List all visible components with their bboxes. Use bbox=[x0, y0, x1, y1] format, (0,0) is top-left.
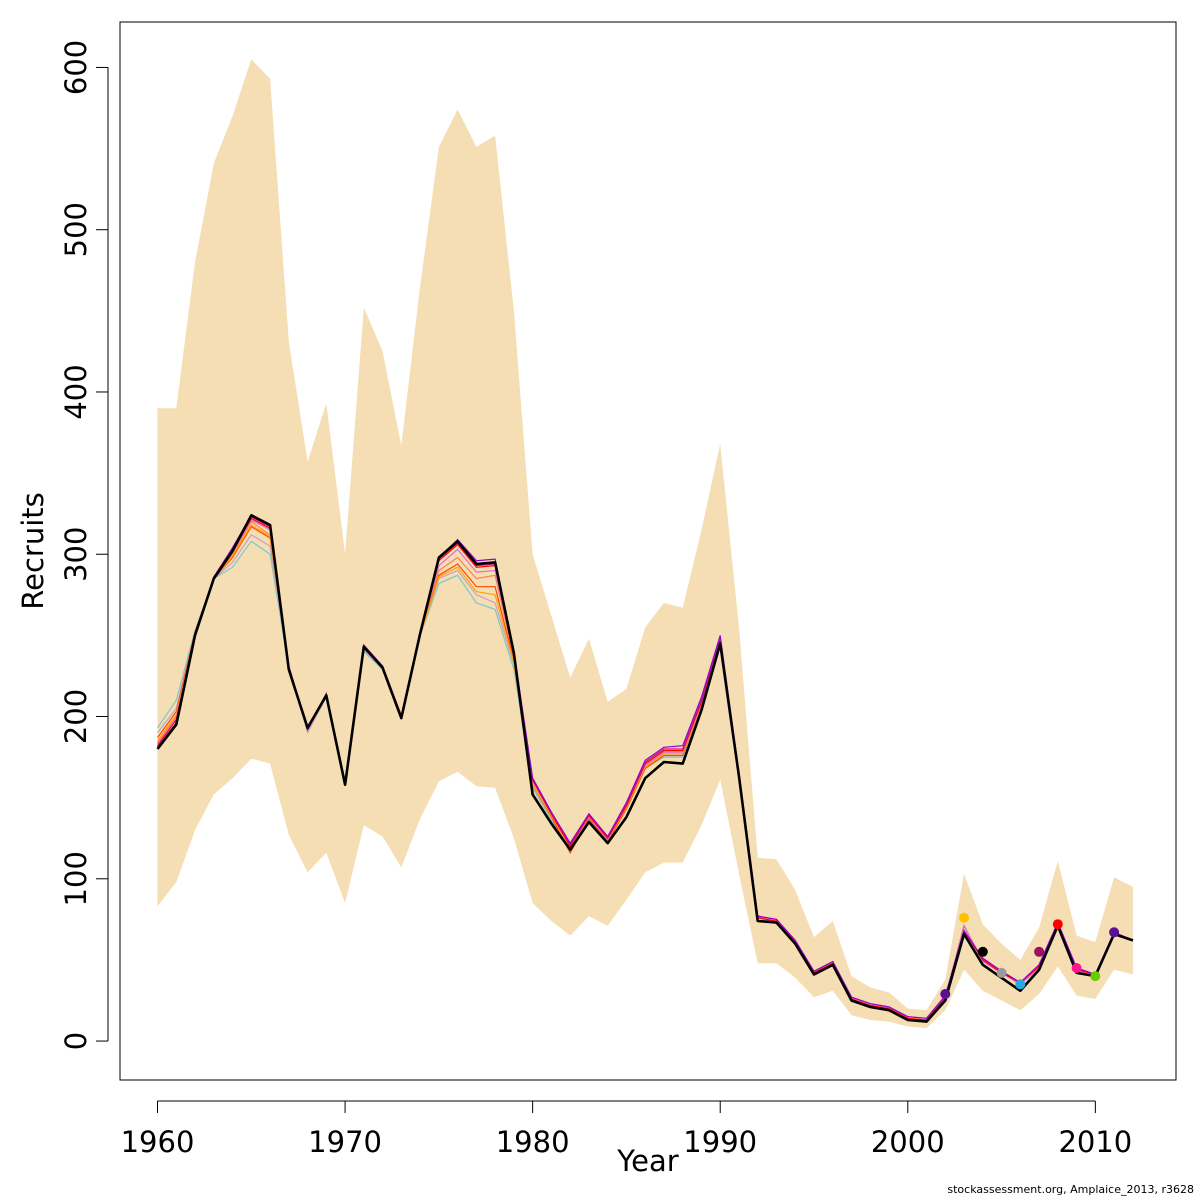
y-tick-label-0: 0 bbox=[59, 1032, 93, 1050]
terminal-point-2005 bbox=[996, 967, 1007, 978]
x-tick-label-1960: 1960 bbox=[121, 1125, 195, 1159]
y-tick-label-300: 300 bbox=[59, 527, 93, 582]
x-tick-label-2000: 2000 bbox=[871, 1125, 945, 1159]
terminal-point-2003 bbox=[959, 912, 969, 923]
confidence-band-layer bbox=[157, 59, 1133, 1029]
terminal-point-2007 bbox=[1034, 946, 1045, 957]
x-axis-title: Year bbox=[616, 1144, 678, 1178]
x-tick-label-1990: 1990 bbox=[683, 1125, 757, 1159]
terminal-point-2004 bbox=[977, 946, 988, 957]
terminal-point-2011 bbox=[1109, 927, 1120, 938]
terminal-point-2009 bbox=[1071, 963, 1082, 973]
y-tick-label-100: 100 bbox=[59, 851, 93, 906]
confidence-band bbox=[157, 59, 1133, 1029]
terminal-point-2008 bbox=[1052, 919, 1063, 930]
terminal-point-2010 bbox=[1090, 971, 1101, 982]
x-tick-label-1980: 1980 bbox=[496, 1125, 570, 1159]
y-tick-label-400: 400 bbox=[59, 364, 93, 419]
y-tick-label-200: 200 bbox=[59, 689, 93, 744]
main-series-line bbox=[156, 513, 1134, 1023]
y-axis-title: Recruits bbox=[16, 492, 50, 609]
terminal-point-2006 bbox=[1015, 979, 1026, 990]
terminal-points-layer bbox=[940, 912, 1120, 999]
series-lines-layer bbox=[156, 513, 1134, 1023]
x-tick-label-2010: 2010 bbox=[1058, 1125, 1132, 1159]
y-axis: 0 100 200 300 400 500 600 bbox=[59, 40, 109, 1050]
source-caption: stockassessment.org, Amplaice_2013, r362… bbox=[947, 1183, 1194, 1196]
y-tick-label-500: 500 bbox=[59, 202, 93, 257]
plot-frame bbox=[119, 21, 1177, 1081]
x-axis: 1960 1970 1980 1990 2000 2010 bbox=[121, 1100, 1132, 1159]
terminal-point-2002 bbox=[940, 989, 951, 999]
y-tick-label-600: 600 bbox=[59, 40, 93, 95]
x-tick-label-1970: 1970 bbox=[308, 1125, 382, 1159]
